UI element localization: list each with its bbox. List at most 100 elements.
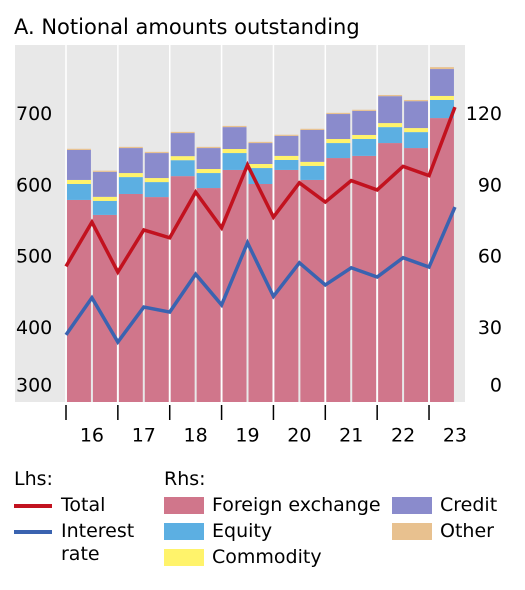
bar-segment xyxy=(144,197,169,402)
bar-segment xyxy=(378,96,403,124)
bar-segment xyxy=(92,171,117,197)
bar-segment xyxy=(430,95,454,100)
y-tick-label: 300 xyxy=(16,375,52,397)
chart-title: A. Notional amounts outstanding xyxy=(14,15,360,39)
bar-segment xyxy=(248,141,273,144)
legend-item: Commodity xyxy=(164,546,322,569)
bar-segment xyxy=(430,69,454,96)
bar-segment xyxy=(67,199,91,402)
bar-segment xyxy=(274,135,299,156)
legend-item: Foreign exchange xyxy=(164,494,381,517)
bar-segment xyxy=(274,134,299,136)
bar-segment xyxy=(222,169,247,402)
bar-segment xyxy=(248,143,273,164)
bar-segment xyxy=(170,156,195,161)
y2-tick-label: 90 xyxy=(478,174,502,196)
bar-segment xyxy=(67,149,91,180)
bar-segment xyxy=(144,182,169,198)
legend-label: Other xyxy=(440,520,494,542)
legend-item: Equity xyxy=(164,520,272,543)
bar-segment xyxy=(326,114,351,140)
legend-swatch xyxy=(392,523,432,540)
x-tick-label: 17 xyxy=(132,425,156,447)
legend-heading: Lhs: xyxy=(14,468,53,490)
bar-segment xyxy=(274,159,299,170)
bar-segment xyxy=(118,177,143,194)
y-tick-label: 600 xyxy=(16,174,52,196)
bar-segment xyxy=(404,148,429,402)
bar-segment xyxy=(274,169,299,402)
y2-tick-label: 120 xyxy=(466,103,502,125)
bar-segment xyxy=(352,109,377,111)
bar-segment xyxy=(300,165,325,180)
bar-segment xyxy=(196,173,221,189)
line xyxy=(64,206,457,346)
x-tick-label: 21 xyxy=(339,425,363,447)
legend-swatch xyxy=(164,549,204,566)
y2-tick-label: 30 xyxy=(478,317,502,339)
bar-segment xyxy=(144,178,169,183)
bar-segment xyxy=(170,133,195,157)
bar-segment xyxy=(404,132,429,149)
legend-label: Credit xyxy=(440,494,498,516)
bar-segment xyxy=(92,196,117,201)
legend-item: Credit xyxy=(392,494,497,517)
x-tick-label: 19 xyxy=(235,425,259,447)
y2-tick-label: 0 xyxy=(490,375,502,397)
legend-label: Total xyxy=(61,494,106,516)
bar-segment xyxy=(118,193,143,402)
legend-swatch xyxy=(392,497,432,514)
grid xyxy=(65,45,430,402)
x-tick-label: 16 xyxy=(80,425,104,447)
bar-segment xyxy=(378,123,403,128)
bar-segment xyxy=(92,200,117,215)
bar-segment xyxy=(118,148,143,174)
legend-label: Interest rate xyxy=(61,520,135,565)
bar-segment xyxy=(170,160,195,177)
bars xyxy=(67,67,454,402)
y-tick-label: 700 xyxy=(16,103,52,125)
bar-segment xyxy=(170,176,195,402)
bar-segment xyxy=(352,155,377,402)
legend-heading: Rhs: xyxy=(164,468,206,490)
bar-segment xyxy=(222,125,247,128)
legend-item: Interest rate xyxy=(14,520,141,566)
bar-segment xyxy=(196,188,221,402)
bar-segment xyxy=(248,183,273,402)
legend-swatch xyxy=(164,523,204,540)
legend-label: Equity xyxy=(212,520,273,542)
x-tick-label: 18 xyxy=(184,425,208,447)
bar-segment xyxy=(118,173,143,178)
legend-item: Total xyxy=(14,494,161,517)
bar-segment xyxy=(196,148,221,169)
bar-segment xyxy=(67,183,91,200)
bar-segment xyxy=(170,131,195,134)
bar-segment xyxy=(404,128,429,133)
bar-segment xyxy=(196,146,221,149)
bar-segment xyxy=(430,118,454,402)
legend-item: Other xyxy=(392,520,494,543)
bar-segment xyxy=(222,127,247,150)
bar-segment xyxy=(144,153,169,179)
bar-segment xyxy=(274,155,299,160)
bar-segment xyxy=(404,101,429,129)
bar-segment xyxy=(326,158,351,402)
bar-segment xyxy=(378,94,403,97)
legend-swatch xyxy=(14,504,52,508)
y-tick-label: 400 xyxy=(16,317,52,339)
chart: A. Notional amounts outstanding 30040050… xyxy=(14,15,502,447)
bar-segment xyxy=(222,153,247,170)
bar-segment xyxy=(430,67,454,70)
bar-segment xyxy=(352,110,377,135)
lines xyxy=(64,106,457,346)
legend-swatch xyxy=(14,530,52,534)
bar-segment xyxy=(222,149,247,154)
bar-segment xyxy=(300,128,325,130)
bar-segment xyxy=(352,134,377,140)
bar-segment xyxy=(404,99,429,102)
bar-segment xyxy=(196,168,221,174)
bar-segment xyxy=(352,139,377,156)
bar-segment xyxy=(67,179,91,184)
legend-swatch xyxy=(164,497,204,514)
